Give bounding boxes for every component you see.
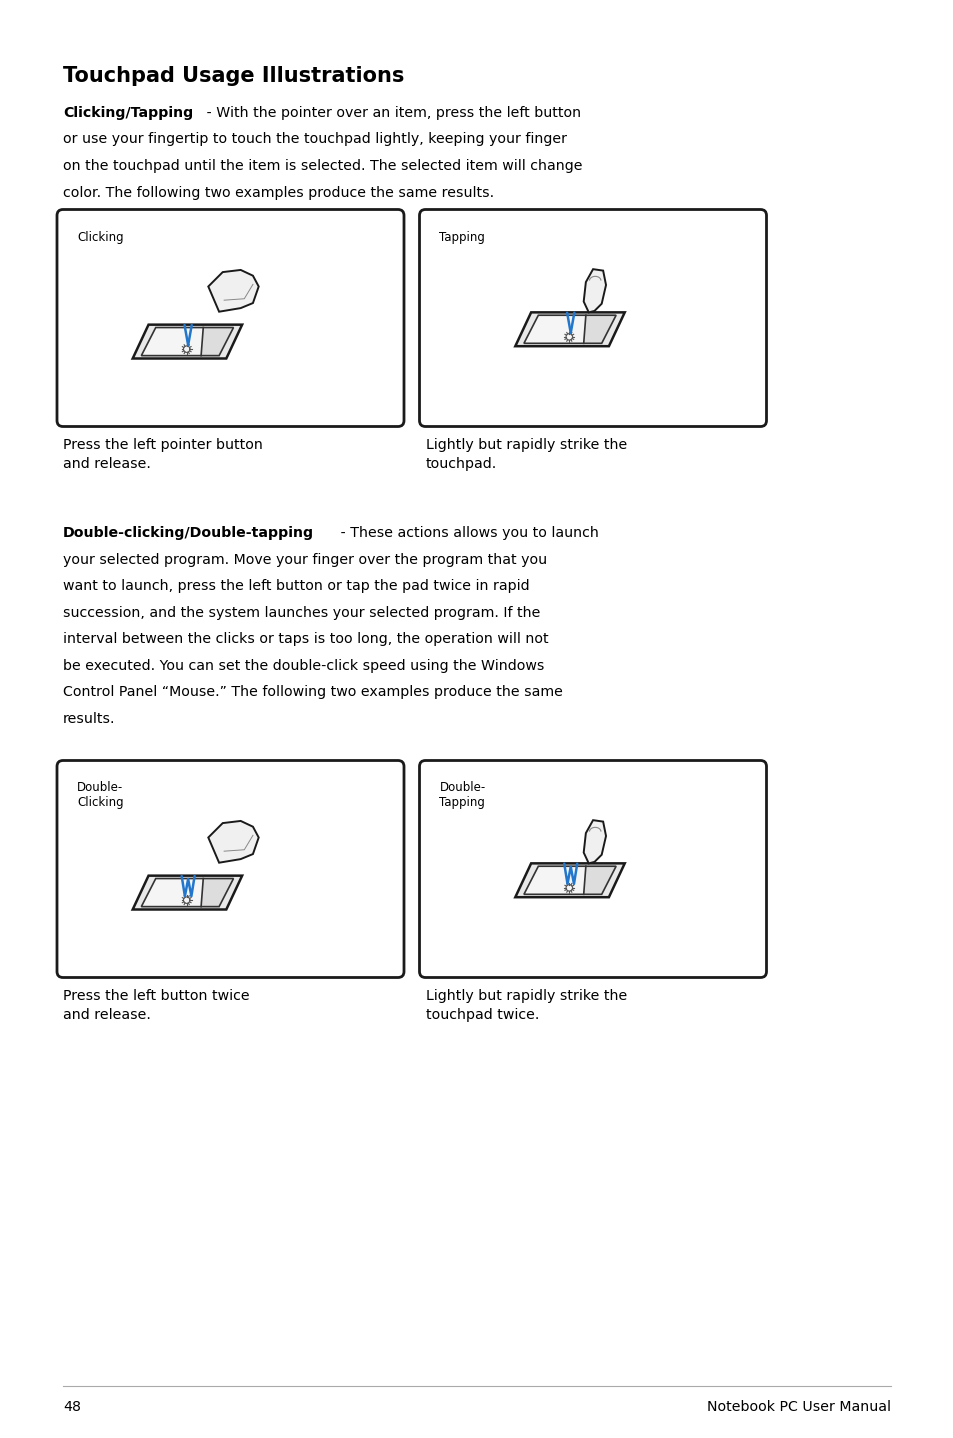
Polygon shape [523,866,616,894]
Text: - These actions allows you to launch: - These actions allows you to launch [336,526,598,541]
Text: Double-
Clicking: Double- Clicking [77,781,124,810]
Polygon shape [583,315,616,344]
Polygon shape [583,820,605,863]
Text: be executed. You can set the double-click speed using the Windows: be executed. You can set the double-clic… [63,659,544,673]
Text: succession, and the system launches your selected program. If the: succession, and the system launches your… [63,605,539,620]
FancyBboxPatch shape [57,761,403,978]
Polygon shape [523,315,616,344]
Text: on the touchpad until the item is selected. The selected item will change: on the touchpad until the item is select… [63,160,582,173]
Text: Clicking/Tapping: Clicking/Tapping [63,106,193,119]
Text: Press the left pointer button
and release.: Press the left pointer button and releas… [63,439,263,470]
Text: Lightly but rapidly strike the
touchpad twice.: Lightly but rapidly strike the touchpad … [425,989,626,1022]
Polygon shape [132,325,242,358]
FancyBboxPatch shape [57,210,403,427]
Text: Press the left button twice
and release.: Press the left button twice and release. [63,989,250,1022]
Polygon shape [201,328,233,355]
Polygon shape [583,269,605,312]
Text: 48: 48 [63,1401,81,1414]
Text: Double-
Tapping: Double- Tapping [439,781,485,810]
Polygon shape [583,866,616,894]
Polygon shape [141,328,233,355]
FancyBboxPatch shape [419,210,765,427]
Text: want to launch, press the left button or tap the pad twice in rapid: want to launch, press the left button or… [63,580,529,594]
Text: Clicking: Clicking [77,230,124,243]
Text: your selected program. Move your finger over the program that you: your selected program. Move your finger … [63,554,547,567]
Polygon shape [515,863,624,897]
Text: interval between the clicks or taps is too long, the operation will not: interval between the clicks or taps is t… [63,633,548,647]
Text: or use your fingertip to touch the touchpad lightly, keeping your finger: or use your fingertip to touch the touch… [63,132,566,147]
Polygon shape [201,879,233,906]
Text: Lightly but rapidly strike the
touchpad.: Lightly but rapidly strike the touchpad. [425,439,626,470]
Polygon shape [515,312,624,347]
Polygon shape [132,876,242,909]
Text: results.: results. [63,712,115,726]
Text: Notebook PC User Manual: Notebook PC User Manual [706,1401,890,1414]
Polygon shape [208,821,258,863]
Text: Double-clicking/Double-tapping: Double-clicking/Double-tapping [63,526,314,541]
Polygon shape [208,270,258,312]
Text: Touchpad Usage Illustrations: Touchpad Usage Illustrations [63,66,404,86]
FancyBboxPatch shape [419,761,765,978]
Polygon shape [141,879,233,906]
Text: - With the pointer over an item, press the left button: - With the pointer over an item, press t… [201,106,580,119]
Text: Control Panel “Mouse.” The following two examples produce the same: Control Panel “Mouse.” The following two… [63,686,562,699]
Text: Tapping: Tapping [439,230,485,243]
Text: color. The following two examples produce the same results.: color. The following two examples produc… [63,186,494,200]
